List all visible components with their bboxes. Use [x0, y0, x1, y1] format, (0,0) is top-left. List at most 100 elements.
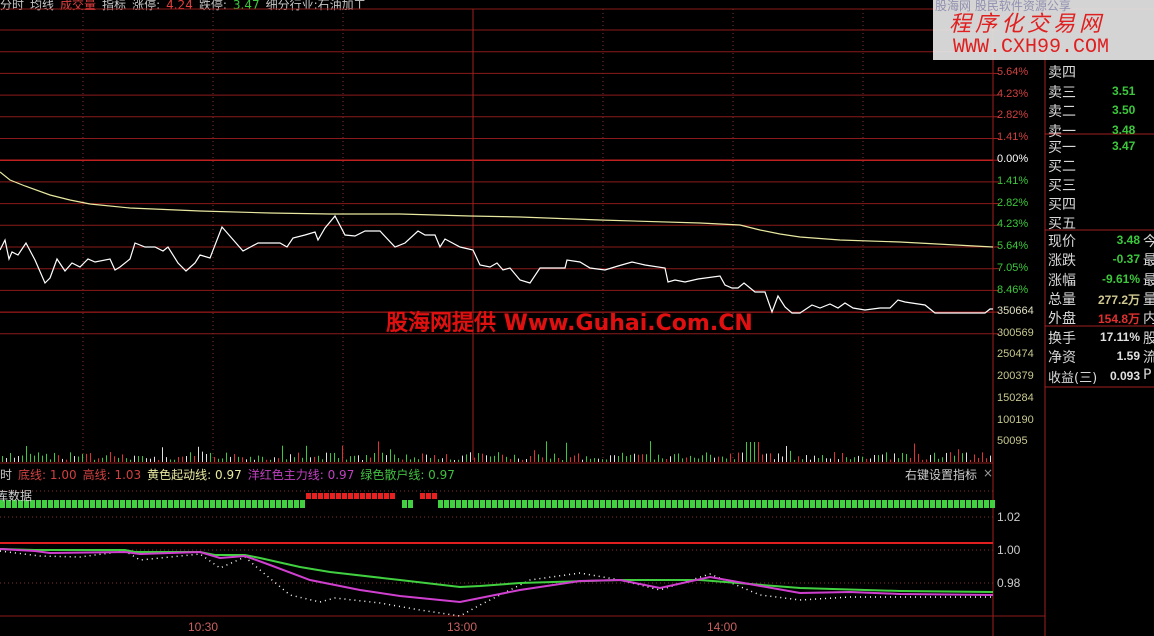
- volume-bar: [750, 442, 751, 462]
- volume-bar: [710, 454, 711, 462]
- volume-bar: [22, 455, 23, 462]
- volume-bar: [446, 454, 447, 462]
- signal-block-green: [402, 500, 407, 508]
- volume-bar: [826, 458, 827, 462]
- volume-bar: [126, 458, 127, 462]
- volume-bar: [478, 453, 479, 462]
- signal-block-green: [60, 500, 65, 508]
- stat-value: 1.59: [1116, 349, 1140, 364]
- indicator-settings-link[interactable]: 右键设置指标: [905, 468, 978, 482]
- signal-block-green: [612, 500, 617, 508]
- volume-bar: [494, 455, 495, 462]
- stat-label: 现价: [1048, 234, 1076, 250]
- volume-bar: [806, 455, 807, 462]
- signal-block-green: [672, 500, 677, 508]
- volume-bar: [942, 457, 943, 462]
- ask-label: 卖四: [1048, 65, 1076, 81]
- signal-block-green: [66, 500, 71, 508]
- signal-block-red: [306, 493, 311, 499]
- stat-label: 总量: [1048, 291, 1076, 308]
- signal-block-green: [930, 500, 935, 508]
- axis-label-down: 4.23%: [997, 218, 1029, 231]
- stat-tail: 量: [1143, 291, 1154, 308]
- volume-bar: [850, 459, 851, 462]
- bid-label: 买二: [1048, 159, 1076, 175]
- volume-bar: [226, 452, 227, 462]
- volume-bar: [654, 459, 655, 462]
- volume-bar: [514, 454, 515, 462]
- bid-price[interactable]: 3.47: [1112, 139, 1136, 153]
- volume-bar: [582, 459, 583, 462]
- volume-bar: [978, 457, 979, 462]
- volume-bar: [434, 455, 435, 462]
- signal-block-green: [288, 500, 293, 508]
- signal-block-green: [276, 500, 281, 508]
- ask-price[interactable]: 3.50: [1112, 103, 1136, 117]
- signal-block-green: [828, 500, 833, 508]
- signal-block-green: [798, 500, 803, 508]
- indicator-sub-label: 库数据: [0, 489, 33, 503]
- signal-block-green: [666, 500, 671, 508]
- volume-bar: [238, 456, 239, 462]
- signal-block-green: [468, 500, 473, 508]
- volume-bar: [6, 458, 7, 462]
- volume-bar: [138, 456, 139, 462]
- signal-block-green: [570, 500, 575, 508]
- signal-block-green: [132, 500, 137, 508]
- volume-bar: [142, 456, 143, 462]
- volume-bar: [298, 452, 299, 462]
- signal-block-green: [726, 500, 731, 508]
- time-label: 13:00: [447, 620, 478, 634]
- volume-bar: [422, 453, 423, 462]
- volume-bar: [678, 453, 679, 462]
- signal-block-green: [138, 500, 143, 508]
- signal-block-green: [576, 500, 581, 508]
- volume-bar: [230, 456, 231, 462]
- volume-bar: [202, 451, 203, 462]
- signal-block-green: [918, 500, 923, 508]
- signal-block-green: [624, 500, 629, 508]
- close-indicator-icon[interactable]: ×: [983, 466, 994, 480]
- signal-block-red: [420, 493, 425, 499]
- signal-block-green: [582, 500, 587, 508]
- volume-bar: [154, 456, 155, 462]
- indicator-legend-item: 黄色起动线: 0.97: [147, 468, 242, 482]
- volume-bar: [738, 452, 739, 462]
- volume-bar: [742, 452, 743, 462]
- stat-tail: 最: [1143, 253, 1154, 270]
- ask-price[interactable]: 3.51: [1112, 83, 1136, 98]
- stat-label: 外盘: [1048, 311, 1076, 328]
- signal-block-green: [294, 500, 299, 508]
- volume-bar: [814, 455, 815, 462]
- volume-bar: [122, 454, 123, 462]
- volume-bar: [618, 455, 619, 462]
- volume-bar: [18, 456, 19, 462]
- stat-tail: P: [1143, 366, 1152, 383]
- volume-bar: [870, 458, 871, 462]
- volume-bar: [638, 454, 639, 462]
- volume-bar: [306, 445, 307, 462]
- signal-block-green: [228, 500, 233, 508]
- ask-price[interactable]: 3.48: [1112, 122, 1136, 137]
- signal-block-red: [324, 493, 329, 499]
- logo-back-text: 股海网 股民软件资源公享: [935, 0, 1071, 13]
- signal-block-green: [912, 500, 917, 508]
- volume-bar: [66, 459, 67, 462]
- signal-block-green: [942, 500, 947, 508]
- volume-bar: [134, 455, 135, 462]
- signal-block-green: [504, 500, 509, 508]
- volume-bar: [630, 454, 631, 462]
- signal-block-green: [900, 500, 905, 508]
- signal-block-green: [12, 500, 17, 508]
- volume-bar: [774, 459, 775, 462]
- signal-block-green: [90, 500, 95, 508]
- stat-value: 154.8万: [1097, 312, 1140, 327]
- signal-block-green: [96, 500, 101, 508]
- signal-block-green: [456, 500, 461, 508]
- signal-block-green: [108, 500, 113, 508]
- magenta-main-line: [0, 548, 994, 604]
- signal-block-green: [498, 500, 503, 508]
- indicator-axis-label: 1.02: [997, 510, 1021, 524]
- volume-bar: [30, 453, 31, 462]
